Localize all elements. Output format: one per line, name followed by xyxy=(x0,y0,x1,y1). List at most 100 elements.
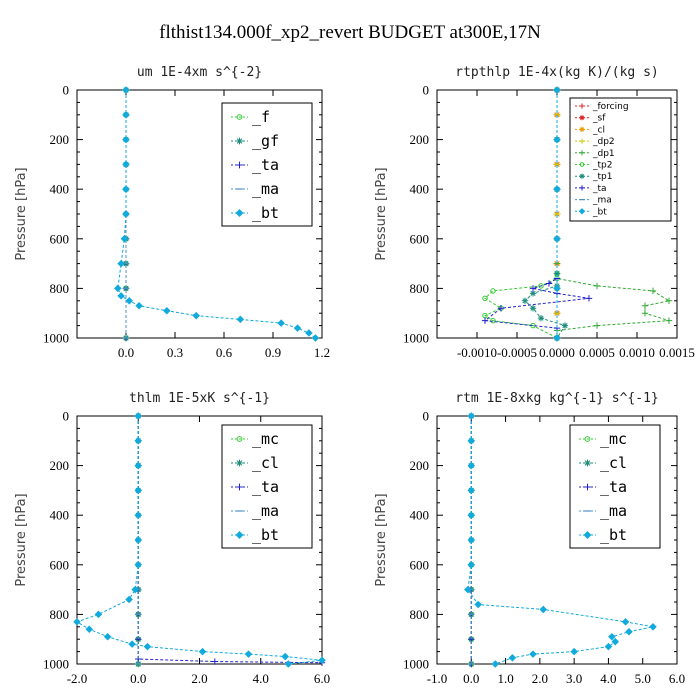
data-point xyxy=(538,283,544,289)
series-bt xyxy=(464,412,657,668)
chart-panel-3: thlm 1E-5xK s^{-1} Pressure [hPa] 0 200 400 6… xyxy=(14,391,330,686)
data-point xyxy=(134,437,143,445)
y-tick-label: 200 xyxy=(410,132,430,147)
y-tick-label: 200 xyxy=(50,132,70,147)
legend-marker xyxy=(236,161,243,169)
data-point xyxy=(529,305,537,312)
data-point xyxy=(570,647,578,656)
y-tick-label: 400 xyxy=(410,182,430,197)
data-point xyxy=(73,618,81,626)
data-point xyxy=(281,652,290,661)
legend: _forcing _sf_cl _dp2 _dp1 _tp2_tp1 _ta _ma_bt xyxy=(569,97,672,222)
x-tick-label: -0.0010 xyxy=(457,345,497,360)
y-axis-label: Pressure [hPa] xyxy=(14,167,29,260)
legend-label: _tp1 xyxy=(592,172,612,182)
data-point xyxy=(85,625,94,634)
data-point xyxy=(649,287,657,295)
data-point xyxy=(117,292,125,300)
data-point xyxy=(277,319,285,327)
y-tick-label: 400 xyxy=(50,508,70,523)
legend: _mc _cl _ta _ma _bt xyxy=(221,424,313,549)
figure-title: flthist134.000f_xp2_revert BUDGET at300E… xyxy=(159,22,541,43)
legend-marker xyxy=(236,137,243,145)
series-bt xyxy=(73,412,326,668)
series-tp2 xyxy=(482,87,560,341)
legend-marker xyxy=(579,150,585,156)
legend-label: _sf xyxy=(592,114,606,124)
x-tick-label: 6.0 xyxy=(669,671,685,686)
y-tick-label: 600 xyxy=(50,231,70,246)
chart-panel-4: rtm 1E-8xkg kg^{-1} s^{-1} Pressure [hPa]… xyxy=(374,391,685,686)
x-tick-label: 0.0005 xyxy=(579,345,615,360)
data-point xyxy=(134,412,143,420)
data-point xyxy=(318,656,326,665)
panel-title: rtpthlp 1E-4x(kg K)/(kg s) xyxy=(455,65,659,80)
data-point xyxy=(529,285,537,292)
data-point xyxy=(125,595,133,604)
legend-label: _gf xyxy=(252,132,279,150)
data-point xyxy=(625,627,633,636)
legend-marker xyxy=(579,185,585,191)
legend-label: _cl xyxy=(592,125,605,135)
y-tick-label: 400 xyxy=(410,508,430,523)
legend-marker xyxy=(579,173,585,179)
legend-marker xyxy=(579,138,585,144)
legend-label: _bt xyxy=(600,526,627,544)
legend-label: _ma xyxy=(252,502,279,520)
y-axis-label: Pressure [hPa] xyxy=(374,167,389,260)
legend-marker xyxy=(236,459,243,467)
data-point xyxy=(474,600,482,609)
x-tick-label: 2.0 xyxy=(191,671,207,686)
data-point xyxy=(134,486,143,495)
data-point xyxy=(608,632,616,641)
data-point xyxy=(128,640,136,648)
legend-label: _ta xyxy=(252,156,279,174)
data-point xyxy=(593,282,601,290)
x-tick-label: 1.0 xyxy=(497,671,513,686)
y-tick-label: 200 xyxy=(410,458,430,473)
legend-marker xyxy=(584,459,591,467)
data-point xyxy=(134,511,143,519)
y-tick-label: 1000 xyxy=(43,657,69,672)
data-point xyxy=(553,270,561,277)
series-line xyxy=(75,416,323,665)
data-point xyxy=(236,315,245,324)
data-point xyxy=(94,610,103,619)
x-tick-label: 6.0 xyxy=(314,671,330,686)
series-line xyxy=(483,90,558,339)
data-point xyxy=(114,284,122,293)
x-tick-label: 0.9 xyxy=(265,345,281,360)
legend-label: _ta xyxy=(600,478,627,496)
series-line xyxy=(556,90,671,338)
legend-label: _cl xyxy=(252,454,279,472)
data-point xyxy=(553,86,561,94)
data-point xyxy=(497,305,505,312)
data-point xyxy=(649,623,657,631)
x-tick-label: 0.3 xyxy=(167,345,183,360)
data-point xyxy=(198,647,207,656)
data-point xyxy=(134,461,143,470)
data-point xyxy=(467,412,476,420)
data-point xyxy=(122,210,130,218)
series-bt xyxy=(114,86,320,342)
y-tick-label: 0 xyxy=(423,409,430,424)
data-point xyxy=(490,317,496,324)
legend-label: _bt xyxy=(252,204,279,222)
legend-label: _bt xyxy=(592,207,607,217)
data-point xyxy=(553,334,561,342)
data-point xyxy=(641,302,649,309)
x-tick-label: -2.0 xyxy=(67,671,88,686)
data-point xyxy=(134,561,143,569)
legend-marker xyxy=(235,531,244,539)
data-point xyxy=(122,111,130,119)
legend-marker xyxy=(236,114,243,120)
x-tick-label: 4.0 xyxy=(600,671,616,686)
data-point xyxy=(490,288,496,294)
x-tick-label: 3.0 xyxy=(566,671,582,686)
x-tick-label: 0.6 xyxy=(216,345,233,360)
data-point xyxy=(641,310,649,317)
y-axis-label: Pressure [hPa] xyxy=(14,493,29,586)
data-point xyxy=(467,561,476,569)
legend-marker xyxy=(579,162,585,167)
data-point xyxy=(521,297,529,304)
